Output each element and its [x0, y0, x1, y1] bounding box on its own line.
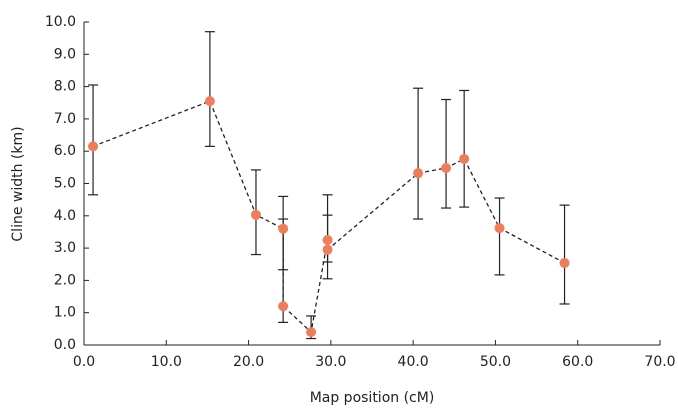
- data-point: [559, 257, 570, 268]
- y-tick-label: 1.0: [54, 305, 76, 321]
- x-tick-label: 50.0: [480, 354, 511, 370]
- data-point: [459, 153, 470, 164]
- y-axis-title: Cline width (km): [10, 126, 26, 241]
- data-point: [413, 168, 424, 179]
- data-point: [322, 235, 333, 246]
- y-tick-label: 7.0: [54, 111, 76, 127]
- y-tick-label: 2.0: [54, 272, 76, 288]
- y-tick-label: 10.0: [45, 14, 76, 30]
- data-point: [306, 327, 317, 338]
- data-point: [88, 141, 99, 152]
- x-tick-label: 10.0: [151, 354, 182, 370]
- y-tick-label: 4.0: [54, 208, 76, 224]
- y-tick-label: 3.0: [54, 240, 76, 256]
- y-tick-label: 9.0: [54, 46, 76, 62]
- x-tick-label: 70.0: [644, 354, 675, 370]
- x-tick-label: 0.0: [73, 354, 95, 370]
- data-point: [441, 162, 452, 173]
- y-tick-label: 8.0: [54, 79, 76, 95]
- x-axis-title: Map position (cM): [310, 390, 435, 406]
- data-point: [278, 223, 289, 234]
- y-tick-label: 6.0: [54, 143, 76, 159]
- x-tick-label: 30.0: [315, 354, 346, 370]
- y-tick-label: 0.0: [54, 337, 76, 353]
- data-point: [494, 223, 505, 234]
- x-tick-label: 60.0: [562, 354, 593, 370]
- data-line: [92, 100, 565, 334]
- x-tick-label: 40.0: [398, 354, 429, 370]
- data-point: [250, 209, 261, 220]
- y-tick-label: 5.0: [54, 176, 76, 192]
- data-point: [204, 96, 215, 107]
- data-point: [322, 244, 333, 255]
- data-point: [278, 301, 289, 312]
- x-tick-label: 20.0: [233, 354, 264, 370]
